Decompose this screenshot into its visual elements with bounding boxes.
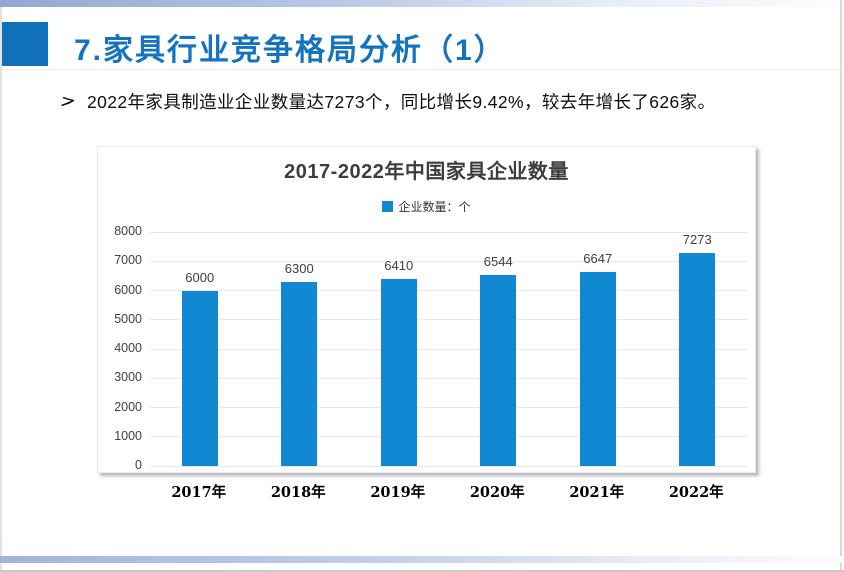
- bar-2017年: [181, 290, 218, 466]
- bottom-edge-line: [0, 570, 844, 572]
- chart-title: 2017-2022年中国家具企业数量: [284, 161, 569, 183]
- bullet-arrow-icon: [60, 95, 75, 113]
- legend-label: 企业数量：个: [398, 200, 471, 214]
- bar-value-label: 6544: [483, 253, 513, 269]
- bar-value-label: 6000: [185, 269, 215, 285]
- bar-2020年: [480, 274, 517, 466]
- x-tick-label: 2022年: [668, 484, 724, 501]
- y-tick-label: 8000: [114, 224, 142, 238]
- y-tick-label: 6000: [114, 282, 142, 297]
- bar-value-label: 6647: [583, 250, 613, 266]
- bottom-accent-bar: [0, 556, 844, 563]
- gridline: [150, 377, 747, 379]
- bar-2019年: [380, 278, 417, 466]
- x-tick-label: 2018年: [270, 484, 326, 501]
- y-tick-label: 5000: [114, 311, 142, 326]
- x-tick-label: 2021年: [569, 484, 625, 501]
- bullet-line: 2022年家具制造业企业数量达7273个，同比增长9.42%，较去年增长了626…: [60, 91, 830, 114]
- y-tick-label: 7000: [114, 253, 142, 268]
- chart-legend: 企业数量：个: [98, 198, 755, 215]
- x-tick-label: 2019年: [370, 484, 426, 501]
- title-accent-square: [2, 22, 48, 66]
- bar-value-label: 7273: [682, 232, 712, 248]
- gridline: [150, 231, 747, 233]
- x-tick-label: 2017年: [171, 484, 227, 501]
- gridline: [150, 348, 747, 350]
- header-divider: [2, 69, 842, 70]
- bar-2022年: [679, 253, 716, 466]
- gridline: [150, 407, 747, 408]
- bar-2018年: [281, 281, 318, 466]
- bar-value-label: 6410: [384, 257, 414, 273]
- y-tick-label: 3000: [114, 370, 142, 385]
- right-edge-line: [840, 0, 842, 572]
- y-tick-label: 4000: [114, 341, 142, 355]
- plot-area: 6000 6300 6410 6544 6647 7273: [150, 231, 747, 467]
- top-accent-bar: [0, 0, 844, 7]
- left-edge-line: [0, 7, 2, 572]
- y-tick-label: 0: [135, 458, 142, 472]
- bullet-text: 2022年家具制造业企业数量达7273个，同比增长9.42%，较去年增长了626…: [87, 92, 716, 112]
- gridline: [150, 319, 747, 321]
- gridline: [150, 465, 747, 467]
- bar-value-label: 6300: [284, 260, 314, 276]
- legend-swatch: [382, 201, 394, 212]
- x-axis-labels: 2017年 2018年 2019年 2020年 2021年 2022年: [149, 481, 746, 502]
- slide-title: 7.家具行业竞争格局分析（1）: [74, 34, 506, 67]
- gridline: [150, 436, 747, 438]
- bar-2021年: [579, 271, 616, 466]
- y-axis: 0 1000 2000 3000 4000 5000 6000 7000 8000: [98, 224, 142, 472]
- gridline: [150, 290, 747, 291]
- chart-card: 2017-2022年中国家具企业数量 企业数量：个 0 1000 2000 3000 4…: [97, 146, 756, 473]
- gridline: [150, 260, 747, 262]
- x-tick-label: 2020年: [469, 484, 525, 501]
- y-tick-label: 2000: [114, 399, 142, 414]
- y-tick-label: 1000: [114, 428, 142, 443]
